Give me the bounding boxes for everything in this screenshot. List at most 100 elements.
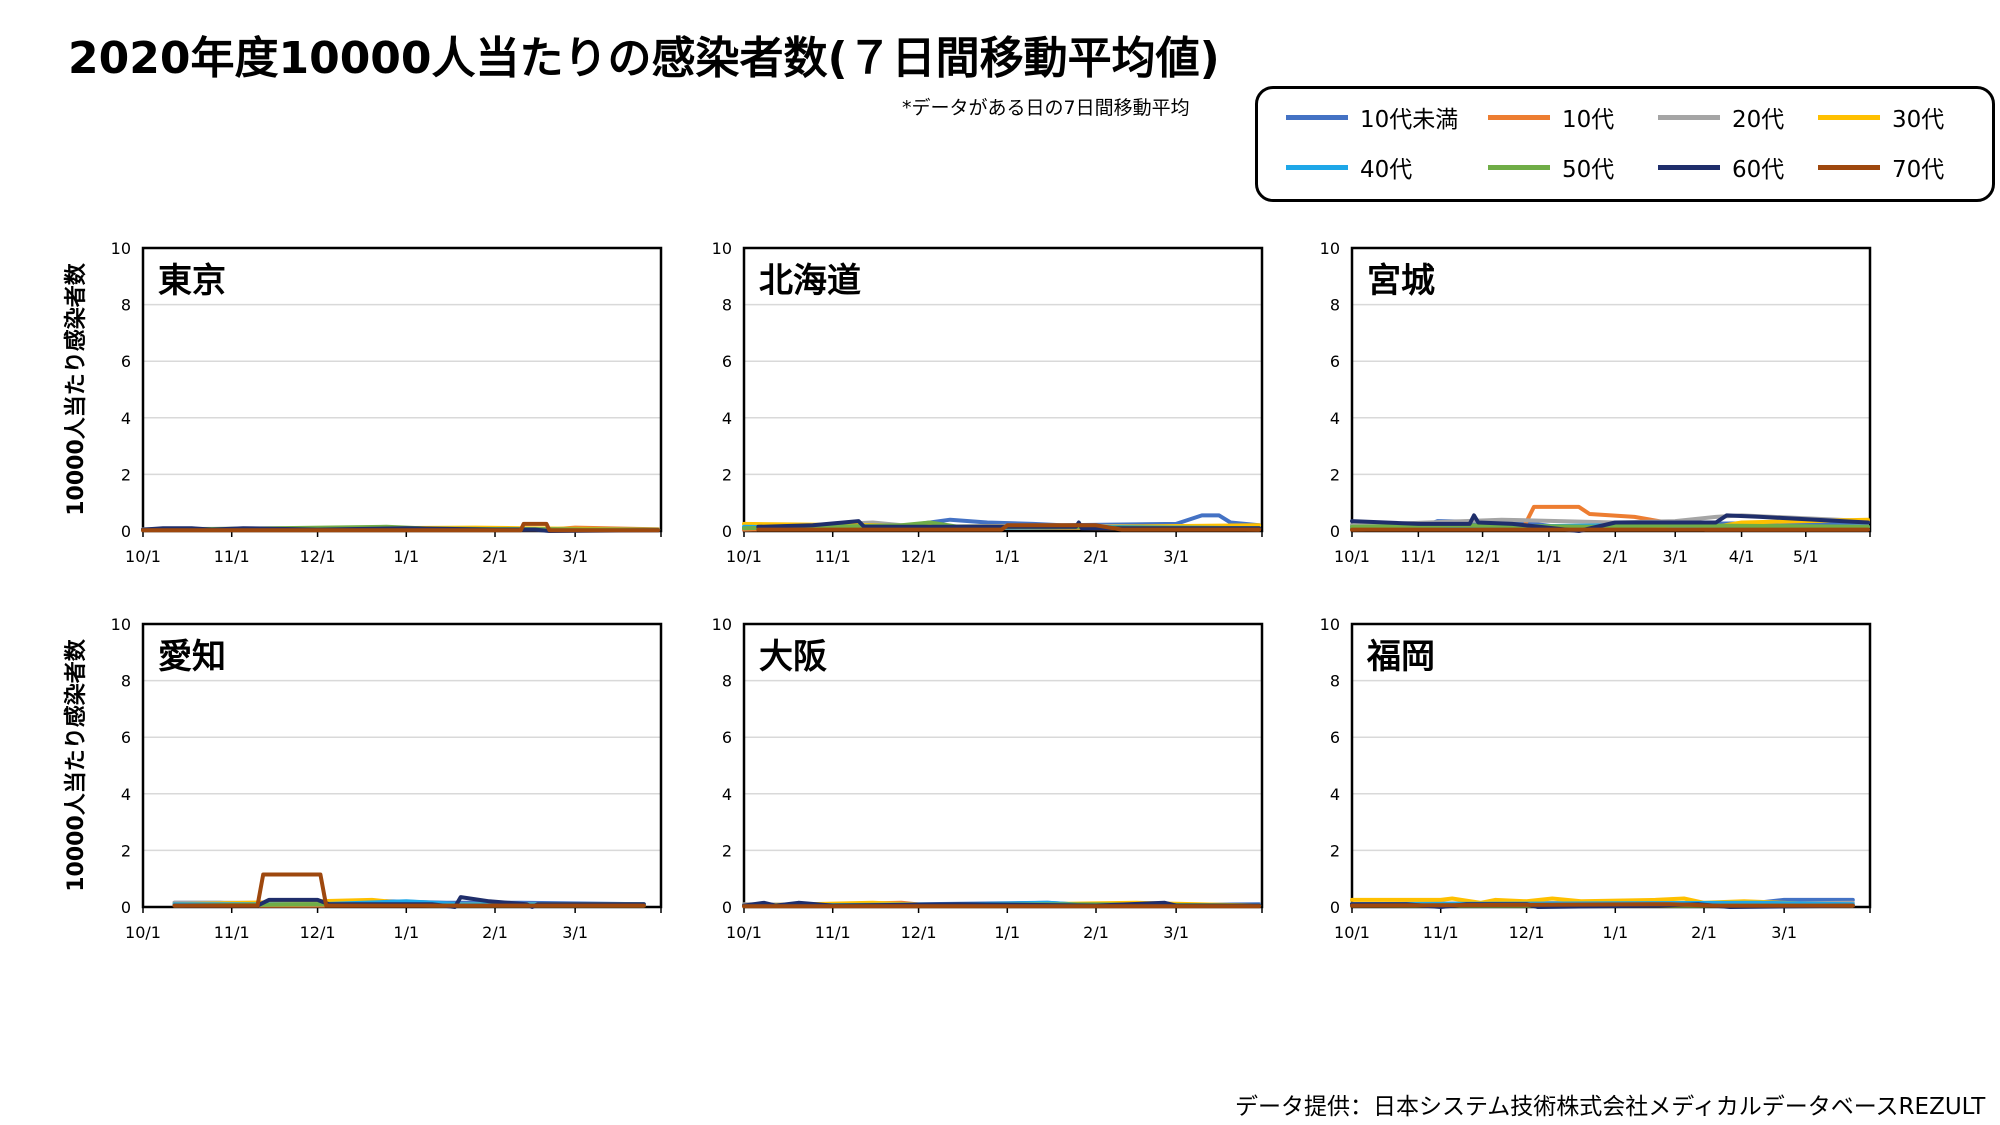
panel-title: 愛知 — [158, 637, 226, 677]
y-tick-label: 0 — [722, 898, 732, 917]
y-tick-label: 2 — [121, 841, 131, 860]
chart-panel: 0 2 4 6 8 10 10/1 11/1 12/1 1/1 2/1 3/1 北海道 — [712, 239, 1264, 566]
legend-label: 70代 — [1892, 157, 1945, 183]
y-tick-label: 2 — [722, 841, 732, 860]
legend-item: 50代 — [1488, 152, 1615, 183]
x-tick-label: 12/1 — [300, 923, 336, 942]
y-tick-label: 2 — [121, 465, 131, 484]
series-line — [172, 872, 646, 908]
x-tick-label: 3/1 — [1163, 547, 1189, 566]
legend-label: 40代 — [1360, 157, 1413, 183]
y-tick-label: 6 — [722, 352, 732, 371]
legend-label: 10代 — [1562, 107, 1615, 133]
legend-label: 60代 — [1732, 157, 1785, 183]
x-tick-label: 12/1 — [300, 547, 336, 566]
x-tick-label: 2/1 — [482, 923, 508, 942]
x-tick-label: 3/1 — [1771, 923, 1797, 942]
x-tick-label: 11/1 — [815, 547, 851, 566]
legend-item: 10代 — [1488, 102, 1615, 133]
y-tick-label: 8 — [1330, 672, 1340, 691]
y-tick-label: 0 — [1330, 522, 1340, 541]
x-tick-label: 11/1 — [214, 547, 250, 566]
moving-average-note: *データがある日の7日間移動平均 — [902, 97, 1190, 119]
panel-title: 東京 — [158, 261, 226, 301]
x-tick-label: 10/1 — [1334, 923, 1370, 942]
y-axis-title: 10000人当たり感染者数 — [63, 262, 89, 516]
legend-item: 10代未満 — [1286, 102, 1459, 133]
x-tick-label: 5/1 — [1793, 547, 1819, 566]
x-tick-label: 10/1 — [726, 923, 762, 942]
x-tick-label: 11/1 — [1423, 923, 1459, 942]
legend-item: 20代 — [1658, 102, 1785, 133]
legend-swatch — [1286, 114, 1348, 120]
x-tick-label: 1/1 — [1602, 923, 1628, 942]
x-tick-label: 11/1 — [815, 923, 851, 942]
y-tick-label: 10 — [712, 239, 732, 258]
y-tick-label: 2 — [1330, 841, 1340, 860]
legend-swatch — [1818, 114, 1880, 120]
legend: 10代未満 10代 20代 30代 40代 50代 60代 70代 — [1255, 86, 1995, 202]
x-tick-label: 11/1 — [214, 923, 250, 942]
y-tick-label: 4 — [1330, 785, 1340, 804]
panel-title: 北海道 — [759, 261, 861, 301]
y-tick-label: 8 — [121, 672, 131, 691]
legend-swatch — [1488, 114, 1550, 120]
x-tick-label: 12/1 — [1465, 547, 1501, 566]
x-tick-label: 2/1 — [1083, 547, 1109, 566]
legend-swatch — [1658, 164, 1720, 170]
chart-panel: 0 2 4 6 8 10 10/1 11/1 12/1 1/1 2/1 3/1 4/1 5/1 宮城 — [1320, 239, 1872, 566]
legend-label: 10代未満 — [1360, 107, 1459, 133]
legend-label: 50代 — [1562, 157, 1615, 183]
series-line — [141, 521, 661, 533]
legend-swatch — [1658, 114, 1720, 120]
series-line — [1350, 513, 1870, 533]
chart-panel: 0 2 4 6 8 10 10/1 11/1 12/1 1/1 2/1 3/1 福岡 — [1320, 615, 1872, 942]
x-tick-label: 10/1 — [125, 547, 161, 566]
x-tick-label: 10/1 — [726, 547, 762, 566]
y-tick-label: 10 — [1320, 615, 1340, 634]
y-tick-label: 2 — [722, 465, 732, 484]
y-tick-label: 6 — [121, 728, 131, 747]
y-tick-label: 4 — [1330, 409, 1340, 428]
x-tick-label: 3/1 — [1662, 547, 1688, 566]
x-tick-label: 3/1 — [1163, 923, 1189, 942]
legend-swatch — [1818, 164, 1880, 170]
panel-title: 大阪 — [759, 637, 827, 677]
y-tick-label: 4 — [722, 785, 732, 804]
y-tick-label: 0 — [121, 898, 131, 917]
x-tick-label: 1/1 — [994, 923, 1020, 942]
y-tick-label: 0 — [121, 522, 131, 541]
y-tick-label: 6 — [1330, 352, 1340, 371]
legend-swatch — [1286, 164, 1348, 170]
y-tick-label: 4 — [121, 785, 131, 804]
x-tick-label: 12/1 — [901, 923, 937, 942]
x-tick-label: 3/1 — [562, 923, 588, 942]
x-tick-label: 1/1 — [393, 923, 419, 942]
y-tick-label: 10 — [111, 239, 131, 258]
legend-label: 30代 — [1892, 107, 1945, 133]
legend-item: 70代 — [1818, 152, 1945, 183]
legend-item: 60代 — [1658, 152, 1785, 183]
y-tick-label: 10 — [712, 615, 732, 634]
page-title: 2020年度10000人当たりの感染者数(７日間移動平均値) — [68, 33, 1220, 84]
x-tick-label: 11/1 — [1400, 547, 1436, 566]
chart-panel: 0 2 4 6 8 10 10/1 11/1 12/1 1/1 2/1 3/1 大阪 — [712, 615, 1264, 942]
x-tick-label: 4/1 — [1729, 547, 1755, 566]
x-tick-label: 1/1 — [994, 547, 1020, 566]
series-line — [1350, 902, 1855, 908]
y-tick-label: 10 — [111, 615, 131, 634]
x-tick-label: 12/1 — [1509, 923, 1545, 942]
x-tick-label: 12/1 — [901, 547, 937, 566]
chart-panel: 0 2 4 6 8 10 10/1 11/1 12/1 1/1 2/1 3/1 東京 10000人当たり感… — [63, 239, 663, 566]
panel-title: 福岡 — [1366, 637, 1435, 677]
y-tick-label: 4 — [121, 409, 131, 428]
y-tick-label: 2 — [1330, 465, 1340, 484]
x-tick-label: 3/1 — [562, 547, 588, 566]
x-tick-label: 2/1 — [482, 547, 508, 566]
y-tick-label: 0 — [722, 522, 732, 541]
x-tick-label: 10/1 — [125, 923, 161, 942]
y-tick-label: 6 — [121, 352, 131, 371]
data-credit: データ提供：日本システム技術株式会社メディカルデータベースREZULT — [1235, 1094, 1986, 1120]
y-tick-label: 8 — [121, 296, 131, 315]
legend-label: 20代 — [1732, 107, 1785, 133]
